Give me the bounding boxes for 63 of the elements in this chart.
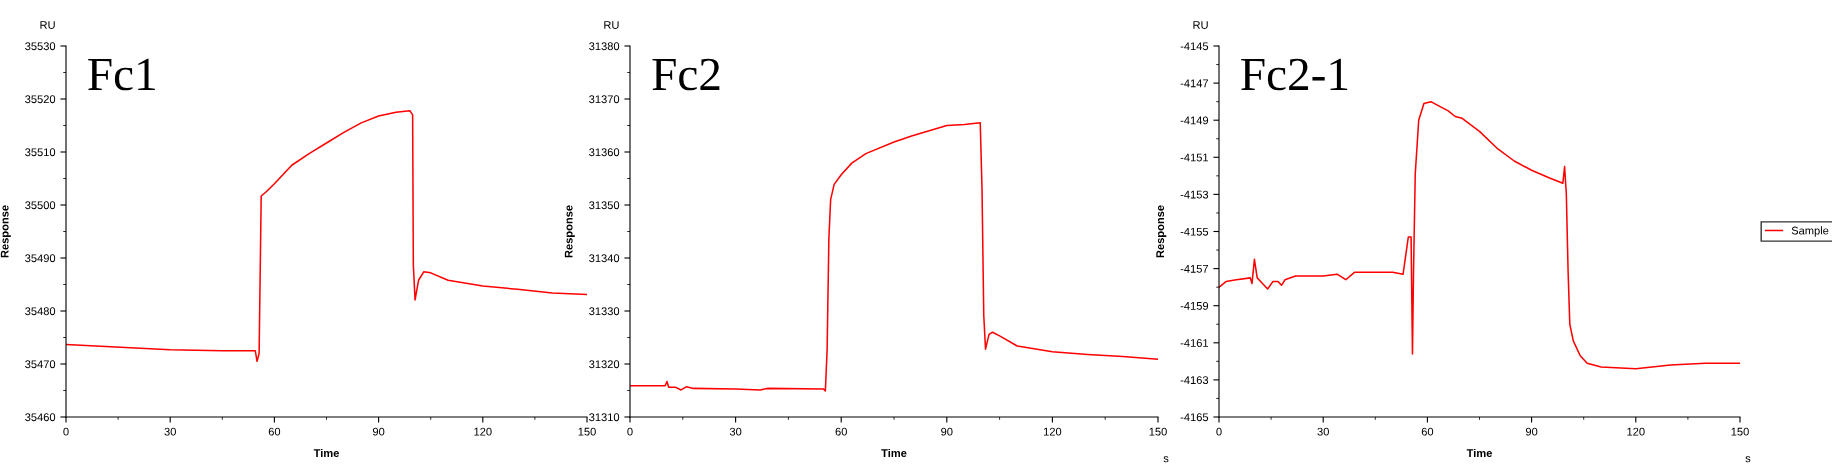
- y-tick-label: 35500: [25, 201, 56, 210]
- line-series: [1219, 100, 1740, 370]
- y-tick-label: -4145: [1180, 42, 1209, 51]
- y-tick-label: -4159: [1180, 301, 1209, 310]
- y-tick-label: 31360: [589, 148, 620, 157]
- y-tick-label: 31330: [589, 307, 620, 316]
- x-tick-label: 150: [1149, 427, 1167, 436]
- x-tick-label: 90: [372, 427, 385, 436]
- y-tick-label: -4149: [1180, 116, 1209, 125]
- text: RU: [1193, 21, 1208, 29]
- y-tick-label: 35460: [25, 413, 56, 422]
- y-tick-label: 31340: [589, 254, 620, 263]
- x-axis-title: Time: [313, 448, 339, 458]
- x-tick-label: 150: [1731, 427, 1749, 436]
- chart-title: Fc2: [652, 58, 720, 91]
- x-tick-label: 0: [63, 427, 69, 436]
- y-tick-label: -4163: [1180, 376, 1209, 385]
- x-tick-label: 0: [627, 427, 633, 436]
- text: RU: [40, 21, 55, 29]
- x-tick-label: 60: [268, 427, 281, 436]
- text: s: [1163, 456, 1169, 463]
- y-tick-label: 35530: [25, 42, 56, 51]
- x-tick-label: 60: [1421, 427, 1434, 436]
- x-tick-label: 60: [835, 427, 847, 436]
- text: RU: [604, 21, 619, 29]
- y-tick-label: 31350: [589, 201, 620, 210]
- x-tick-label: 30: [1317, 427, 1329, 436]
- y-tick-label: -4161: [1180, 339, 1209, 347]
- y-tick-label: 31320: [589, 360, 620, 369]
- x-tick-label: 120: [1043, 427, 1062, 436]
- x-tick-label: 150: [578, 427, 596, 436]
- y-tick-label: 35470: [25, 360, 56, 369]
- y-tick-label: 35510: [25, 148, 56, 157]
- x-axis-title: Time: [1466, 448, 1492, 458]
- x-tick-label: 120: [1627, 427, 1645, 436]
- text: s: [1745, 456, 1751, 463]
- y-tick-label: 31380: [589, 42, 620, 51]
- x-tick-label: 90: [1525, 427, 1538, 436]
- y-tick-label: -4165: [1180, 413, 1209, 422]
- y-tick-label: -4147: [1180, 79, 1209, 88]
- y-tick-label: -4155: [1180, 227, 1209, 236]
- y-axis-title: Response: [0, 205, 11, 258]
- line-series: [66, 109, 587, 363]
- x-tick-label: 0: [1216, 427, 1222, 436]
- y-tick-label: 35490: [25, 254, 56, 263]
- y-tick-label: -4157: [1180, 264, 1209, 273]
- chart-title: Fc2-1: [1241, 58, 1348, 91]
- x-tick-label: 120: [474, 427, 492, 436]
- y-axis-title: Response: [1156, 205, 1167, 258]
- y-tick-label: 35520: [25, 95, 56, 104]
- x-tick-label: 30: [729, 427, 742, 436]
- y-tick-label: -4151: [1180, 153, 1209, 162]
- legend-label: Sample: [1791, 226, 1829, 237]
- x-axis-title: Time: [881, 448, 907, 458]
- x-tick-label: 30: [164, 427, 176, 436]
- y-tick-label: 35480: [25, 307, 56, 316]
- chart-title: Fc1: [88, 58, 155, 91]
- y-tick-label: 31310: [589, 413, 620, 422]
- y-tick-label: 31370: [589, 95, 620, 104]
- y-tick-label: -4153: [1180, 190, 1209, 199]
- x-tick-label: 90: [941, 427, 953, 436]
- y-axis-title: Response: [564, 205, 575, 258]
- line-series: [630, 122, 1158, 392]
